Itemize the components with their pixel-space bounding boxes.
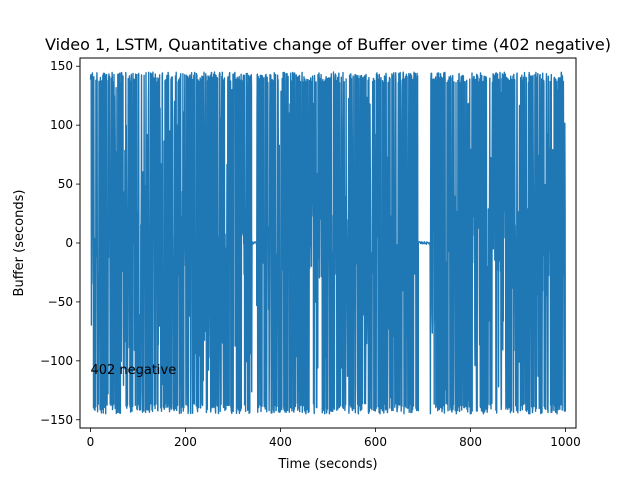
x-tick-label: 600 <box>364 435 387 449</box>
x-tick-label: 800 <box>459 435 482 449</box>
x-tick-label: 0 <box>87 435 95 449</box>
x-tick-label: 200 <box>174 435 197 449</box>
x-tick-label: 1000 <box>550 435 581 449</box>
y-tick-label: −100 <box>40 354 73 368</box>
series-line-buffer <box>89 71 567 415</box>
y-axis-label: Buffer (seconds) <box>12 190 27 297</box>
y-tick-label: −150 <box>40 413 73 427</box>
y-tick-label: 150 <box>50 59 73 73</box>
x-axis-label: Time (seconds) <box>277 457 377 472</box>
x-tick-label: 400 <box>269 435 292 449</box>
y-tick-label: 100 <box>50 118 73 132</box>
y-axis: −150 −100 −50 0 50 100 150 <box>40 59 80 427</box>
plot-area <box>89 71 567 415</box>
y-tick-label: −50 <box>48 295 73 309</box>
x-axis: 0 200 400 600 800 1000 <box>87 428 581 449</box>
y-tick-label: 50 <box>58 177 73 191</box>
chart-title: Video 1, LSTM, Quantitative change of Bu… <box>45 35 611 54</box>
y-tick-label: 0 <box>65 236 73 250</box>
annotation-text: 402 negative <box>90 363 176 378</box>
